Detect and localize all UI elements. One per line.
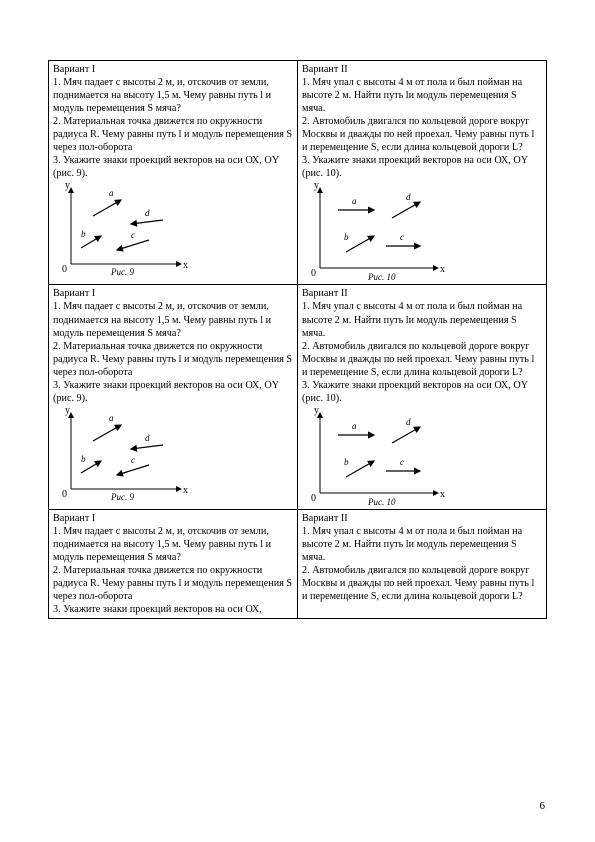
question-3: 3. Укажите знаки проекций векторов на ос… (302, 154, 542, 180)
cell-v2-r3: Вариант II 1. Мяч упал с высоты 4 м от п… (298, 509, 547, 618)
svg-text:c⃗: c⃗ (131, 230, 142, 240)
svg-text:0: 0 (311, 268, 316, 279)
svg-text:a⃗: a⃗ (109, 188, 121, 198)
vectors-diagram-10: y x 0 a⃗ d⃗ b⃗ c⃗ Рис. 10 (302, 182, 452, 282)
question-1: 1. Мяч упал с высоты 4 м от пола и был п… (302, 76, 542, 115)
svg-text:y: y (314, 182, 319, 191)
svg-text:y: y (314, 407, 319, 416)
cell-v2-r2: Вариант II 1. Мяч упал с высоты 4 м от п… (298, 285, 547, 509)
svg-text:d⃗: d⃗ (406, 192, 418, 202)
svg-text:c⃗: c⃗ (131, 455, 142, 465)
vectors-diagram-9: y x 0 a⃗ d⃗ b⃗ c⃗ Рис. 9 (53, 182, 193, 277)
variant-title: Вариант II (302, 512, 542, 525)
svg-text:d⃗: d⃗ (145, 433, 157, 443)
svg-text:y: y (65, 407, 70, 416)
svg-text:b⃗: b⃗ (344, 457, 356, 467)
variant-title: Вариант II (302, 63, 542, 76)
svg-text:b⃗: b⃗ (81, 229, 93, 239)
cell-v2-r1: Вариант II 1. Мяч упал с высоты 4 м от п… (298, 61, 547, 285)
page-number: 6 (540, 800, 546, 812)
svg-text:x: x (440, 264, 445, 275)
svg-text:Рис. 9: Рис. 9 (110, 267, 134, 277)
figure-9: y x 0 a⃗ d⃗ b⃗ c⃗ Рис. 9 (53, 182, 293, 277)
question-2: 2. Материальная точка движется по окружн… (53, 340, 293, 379)
question-3: 3. Укажите знаки проекций векторов на ос… (53, 379, 293, 405)
variant-title: Вариант I (53, 63, 293, 76)
svg-text:a⃗: a⃗ (109, 413, 121, 423)
cell-v1-r2: Вариант I 1. Мяч падает с высоты 2 м, и,… (49, 285, 298, 509)
variant-title: Вариант II (302, 287, 542, 300)
cell-v1-r3: Вариант I 1. Мяч падает с высоты 2 м, и,… (49, 509, 298, 618)
svg-text:x: x (183, 485, 188, 496)
question-1: 1. Мяч упал с высоты 4 м от пола и был п… (302, 300, 542, 339)
question-2: 2. Автомобиль двигался по кольцевой доро… (302, 115, 542, 154)
svg-text:a⃗: a⃗ (352, 421, 364, 431)
svg-text:y: y (65, 182, 70, 191)
variant-title: Вариант I (53, 512, 293, 525)
problems-table: Вариант I 1. Мяч падает с высоты 2 м, и,… (48, 60, 547, 619)
vectors-diagram-10: y x 0 a⃗ d⃗ b⃗ c⃗ Рис. 10 (302, 407, 452, 507)
svg-text:b⃗: b⃗ (81, 454, 93, 464)
figure-10: y x 0 a⃗ d⃗ b⃗ c⃗ Рис. 10 (302, 407, 542, 507)
question-1: 1. Мяч падает с высоты 2 м, и, отскочив … (53, 76, 293, 115)
svg-text:x: x (183, 260, 188, 271)
question-2: 2. Автомобиль двигался по кольцевой доро… (302, 564, 542, 603)
question-1: 1. Мяч падает с высоты 2 м, и, отскочив … (53, 300, 293, 339)
svg-text:c⃗: c⃗ (400, 457, 411, 467)
svg-text:0: 0 (311, 493, 316, 504)
vectors-diagram-9: y x 0 a⃗ d⃗ b⃗ c⃗ Рис. 9 (53, 407, 193, 502)
figure-9: y x 0 a⃗ d⃗ b⃗ c⃗ Рис. 9 (53, 407, 293, 502)
variant-title: Вариант I (53, 287, 293, 300)
question-2: 2. Материальная точка движется по окружн… (53, 564, 293, 603)
svg-text:x: x (440, 489, 445, 500)
svg-text:0: 0 (62, 489, 67, 500)
svg-text:a⃗: a⃗ (352, 196, 364, 206)
cell-v1-r1: Вариант I 1. Мяч падает с высоты 2 м, и,… (49, 61, 298, 285)
svg-text:Рис. 10: Рис. 10 (367, 497, 396, 507)
svg-text:c⃗: c⃗ (400, 232, 411, 242)
question-3: 3. Укажите знаки проекций векторов на ос… (53, 603, 293, 616)
svg-text:Рис. 10: Рис. 10 (367, 272, 396, 282)
svg-text:d⃗: d⃗ (406, 417, 418, 427)
question-2: 2. Материальная точка движется по окружн… (53, 115, 293, 154)
question-3: 3. Укажите знаки проекций векторов на ос… (302, 379, 542, 405)
svg-text:0: 0 (62, 264, 67, 275)
question-1: 1. Мяч упал с высоты 4 м от пола и был п… (302, 525, 542, 564)
svg-text:d⃗: d⃗ (145, 208, 157, 218)
question-2: 2. Автомобиль двигался по кольцевой доро… (302, 340, 542, 379)
svg-text:Рис. 9: Рис. 9 (110, 492, 134, 502)
figure-10: y x 0 a⃗ d⃗ b⃗ c⃗ Рис. 10 (302, 182, 542, 282)
svg-text:b⃗: b⃗ (344, 232, 356, 242)
question-3: 3. Укажите знаки проекций векторов на ос… (53, 154, 293, 180)
question-1: 1. Мяч падает с высоты 2 м, и, отскочив … (53, 525, 293, 564)
